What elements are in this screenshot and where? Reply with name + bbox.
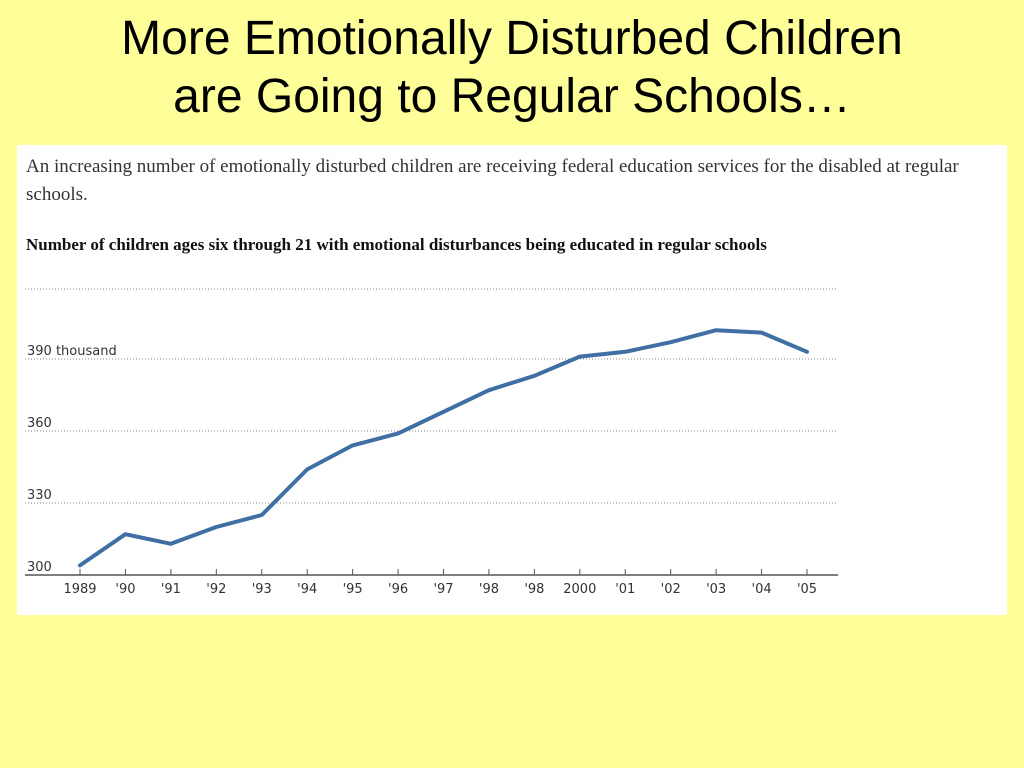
x-tick-label: '92 — [206, 582, 226, 597]
slide-title-line-1: More Emotionally Disturbed Children — [121, 12, 903, 65]
y-tick-label: 300 — [27, 560, 52, 575]
chart-figure: An increasing number of emotionally dist… — [17, 145, 1007, 615]
x-tick-label: '98 — [524, 582, 544, 597]
x-tick-label: 1989 — [63, 582, 96, 597]
x-tick-label: '01 — [615, 582, 635, 597]
y-tick-label: 330 — [27, 488, 52, 503]
x-tick-label: '97 — [433, 582, 453, 597]
slide-title-line-2: are Going to Regular Schools… — [173, 70, 851, 123]
line-chart: 300 330 360 390 thousand 1989 '90 '91 '92 '93 '94… — [25, 288, 838, 597]
x-tick-label: '04 — [752, 582, 772, 597]
chart-heading: Number of children ages six through 21 w… — [26, 235, 767, 254]
x-tick-label: 2000 — [563, 582, 596, 597]
x-tick-label: '90 — [115, 582, 135, 597]
slide-title: More Emotionally Disturbed Children are … — [0, 10, 1024, 126]
x-tick-label: '98 — [479, 582, 499, 597]
x-tick-label: '94 — [297, 582, 317, 597]
x-tick-label: '02 — [661, 582, 681, 597]
x-tick-label: '03 — [706, 582, 726, 597]
x-tick-label: '95 — [343, 582, 363, 597]
x-tick-label: '05 — [797, 582, 817, 597]
x-tick-label: '96 — [388, 582, 408, 597]
series-line — [78, 328, 809, 568]
intro-text: An increasing number of emotionally dist… — [26, 156, 959, 205]
x-tick-label: '91 — [161, 582, 181, 597]
y-tick-label: 360 — [27, 416, 52, 431]
x-tick-label: '93 — [252, 582, 272, 597]
y-tick-label: 390 thousand — [27, 344, 117, 359]
